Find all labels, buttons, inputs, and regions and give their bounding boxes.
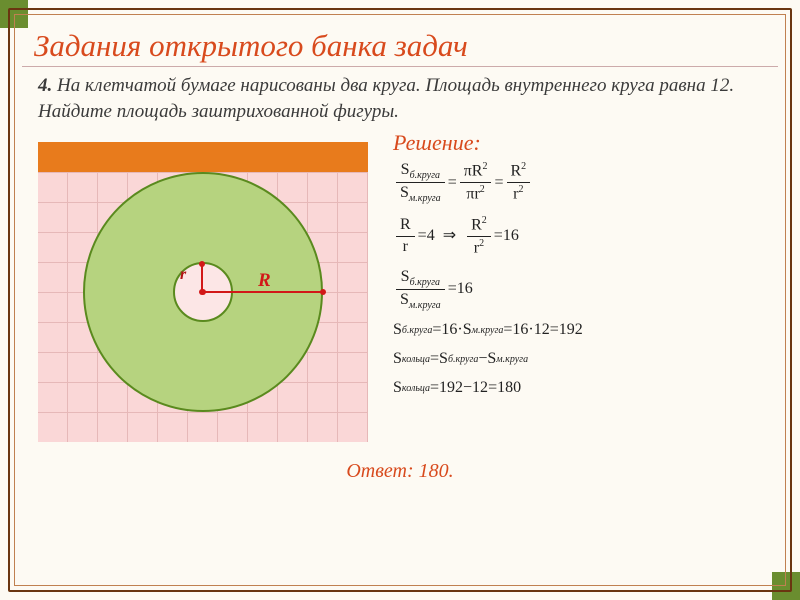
formula-line-2: R r = 4 ⇒ R2 r2 = 16 <box>393 214 762 259</box>
problem-text: 4. На клетчатой бумаге нарисованы два кр… <box>22 67 778 128</box>
formulas: Sб.круга Sм.круга = πR2 πr2 = R2 r2 <box>393 160 762 398</box>
grid-top-row <box>38 142 368 172</box>
answer: Ответ: 180. <box>22 454 778 483</box>
formula-line-1: Sб.круга Sм.круга = πR2 πr2 = R2 r2 <box>393 160 762 205</box>
figure: r R <box>38 142 373 452</box>
slide-content: Задания открытого банка задач 4. На клет… <box>22 22 778 578</box>
answer-label: Ответ: <box>346 460 413 482</box>
page-title: Задания открытого банка задач <box>22 22 778 67</box>
formula-line-5: Sкольца = Sб.круга − Sм.круга <box>393 349 762 370</box>
radius-small-line <box>201 264 203 292</box>
problem-number: 4. <box>38 75 52 96</box>
answer-value: 180. <box>419 460 454 482</box>
formula-line-4: Sб.круга = 16·Sм.круга = 16·12 = 192 <box>393 320 762 341</box>
label-r: r <box>180 266 186 284</box>
problem-body: На клетчатой бумаге нарисованы два круга… <box>38 75 734 122</box>
formula-line-6: Sкольца = 192−12 = 180 <box>393 378 762 399</box>
grid-background: r R <box>38 142 368 442</box>
formula-line-3: Sб.круга Sм.круга = 16 <box>393 267 762 312</box>
solution-block: Решение: Sб.круга Sм.круга = πR2 πr2 = R… <box>373 130 762 452</box>
solution-label: Решение: <box>393 130 762 156</box>
label-big-r: R <box>258 270 271 292</box>
